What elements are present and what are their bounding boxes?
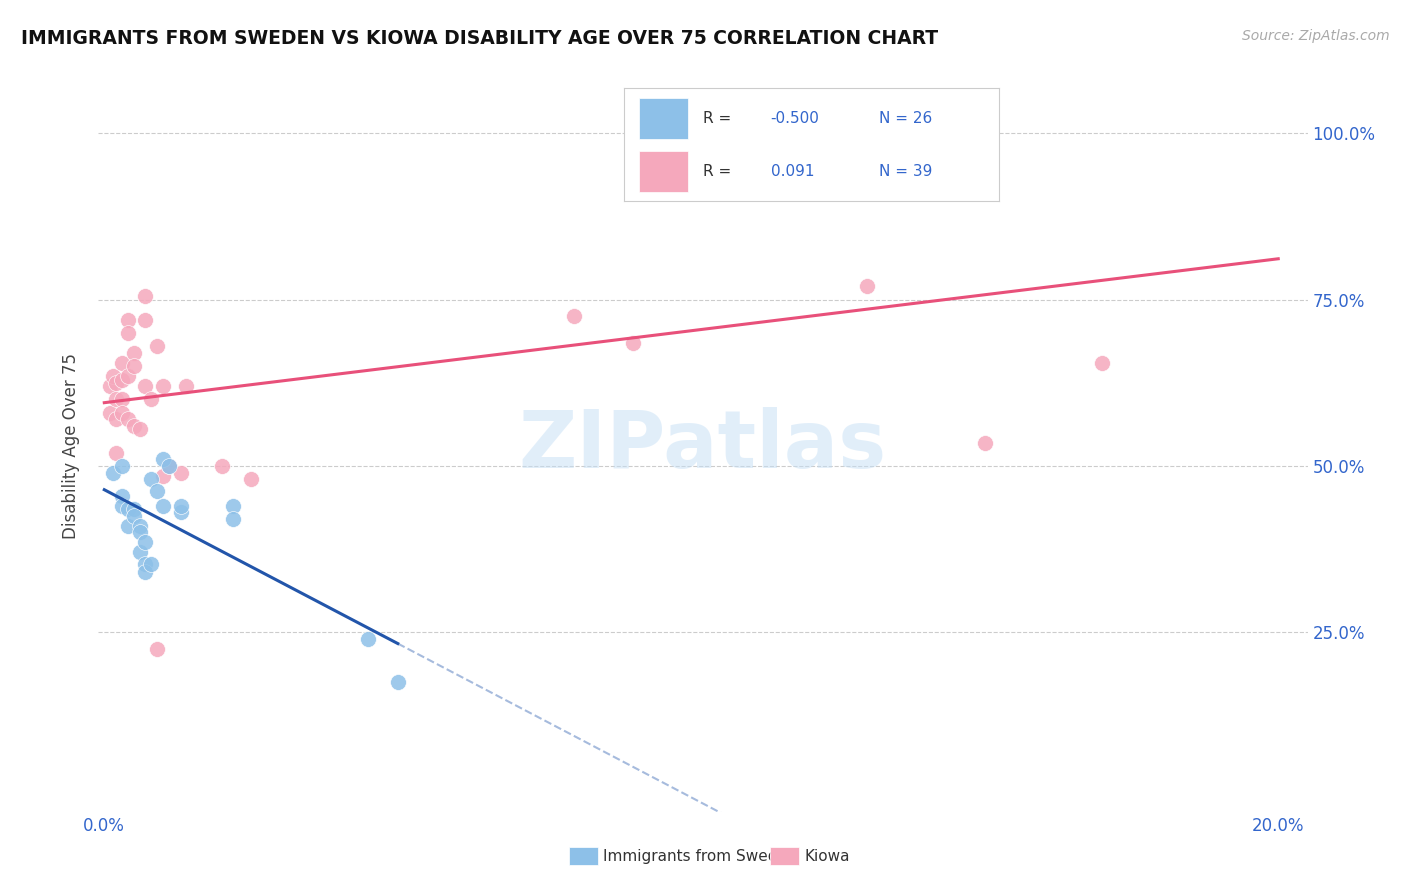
Point — [651, 133, 673, 147]
Point — [169, 466, 191, 480]
Point — [134, 289, 156, 303]
Point — [111, 458, 134, 473]
Point — [222, 499, 245, 513]
Point — [146, 484, 169, 499]
Point — [101, 369, 124, 384]
Point — [562, 310, 585, 324]
Point — [146, 641, 169, 656]
Point — [152, 499, 174, 513]
Point — [152, 452, 174, 467]
Point — [128, 518, 150, 533]
Point — [240, 472, 263, 486]
Point — [157, 458, 180, 473]
Point — [973, 435, 995, 450]
Point — [111, 356, 134, 370]
Point — [101, 466, 124, 480]
Point — [176, 379, 198, 393]
Point — [117, 412, 139, 426]
Point — [134, 566, 156, 580]
Text: Kiowa: Kiowa — [804, 849, 849, 863]
Point — [117, 369, 139, 384]
Point — [105, 376, 128, 390]
Point — [1091, 356, 1114, 370]
Point — [111, 392, 134, 407]
Point — [105, 412, 128, 426]
Point — [122, 346, 145, 360]
Point — [128, 422, 150, 436]
Point — [117, 326, 139, 340]
Point — [141, 472, 163, 486]
Point — [211, 458, 233, 473]
Point — [141, 558, 163, 572]
Point — [169, 499, 191, 513]
Point — [111, 489, 134, 503]
Point — [117, 518, 139, 533]
Point — [357, 632, 380, 646]
Point — [146, 339, 169, 353]
Point — [128, 545, 150, 559]
Point — [98, 406, 121, 420]
Point — [98, 379, 121, 393]
Point — [152, 469, 174, 483]
Point — [681, 133, 703, 147]
Point — [122, 508, 145, 523]
Point — [105, 392, 128, 407]
Point — [134, 379, 156, 393]
Point — [117, 312, 139, 326]
Point — [128, 525, 150, 540]
Point — [122, 502, 145, 516]
Point — [111, 406, 134, 420]
Point — [134, 312, 156, 326]
Point — [222, 512, 245, 526]
Point — [111, 499, 134, 513]
Point — [387, 675, 409, 690]
Text: Immigrants from Sweden: Immigrants from Sweden — [603, 849, 797, 863]
Text: ZIPatlas: ZIPatlas — [519, 407, 887, 485]
Y-axis label: Disability Age Over 75: Disability Age Over 75 — [62, 353, 80, 539]
Point — [117, 502, 139, 516]
Point — [152, 379, 174, 393]
Point — [134, 535, 156, 549]
Point — [122, 359, 145, 374]
Text: Source: ZipAtlas.com: Source: ZipAtlas.com — [1241, 29, 1389, 44]
Point — [621, 335, 644, 350]
Point — [111, 372, 134, 386]
Point — [856, 279, 879, 293]
Point — [169, 506, 191, 520]
Point — [122, 419, 145, 434]
Point — [157, 458, 180, 473]
Point — [141, 392, 163, 407]
Point — [105, 445, 128, 459]
Point — [134, 558, 156, 572]
Text: IMMIGRANTS FROM SWEDEN VS KIOWA DISABILITY AGE OVER 75 CORRELATION CHART: IMMIGRANTS FROM SWEDEN VS KIOWA DISABILI… — [21, 29, 938, 48]
